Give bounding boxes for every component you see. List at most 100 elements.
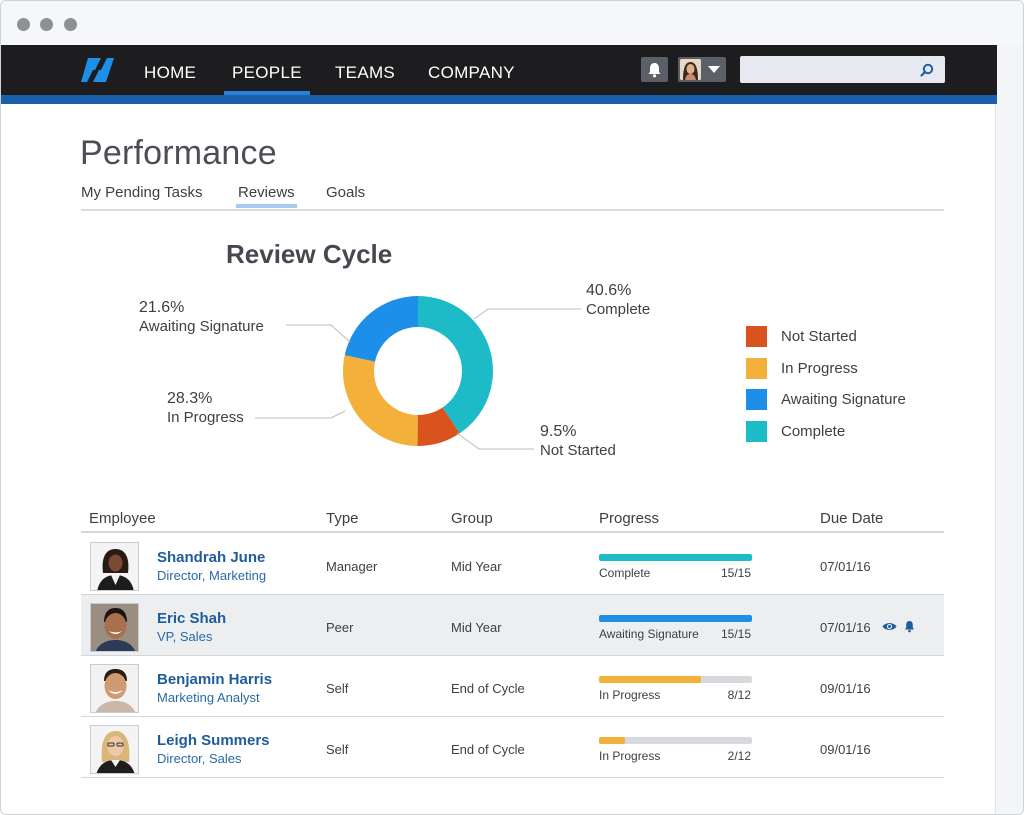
progress-bar	[599, 615, 752, 622]
scrollbar-track[interactable]	[995, 45, 1023, 814]
review-group: Mid Year	[451, 620, 502, 635]
legend-swatch	[746, 389, 767, 410]
slice-name: Complete	[586, 301, 651, 318]
chart-title: Review Cycle	[226, 239, 393, 269]
column-header-group[interactable]: Group	[451, 510, 493, 527]
page-title: Performance	[80, 134, 277, 172]
slice-percent: 9.5%	[540, 423, 577, 440]
progress-count: 8/12	[727, 688, 751, 702]
window-titlebar	[1, 1, 1023, 45]
progress-bar-fill	[599, 676, 702, 683]
tab-my-pending-tasks[interactable]: My Pending Tasks	[81, 184, 203, 201]
slice-label-complete: 40.6% Complete	[586, 281, 650, 319]
window-maximize-dot[interactable]	[64, 18, 77, 31]
table-header-divider	[81, 531, 944, 533]
column-header-type[interactable]: Type	[326, 510, 359, 527]
legend-item-awaiting-signature: Awaiting Signature	[746, 389, 966, 411]
notifications-button[interactable]	[641, 57, 668, 82]
column-header-employee[interactable]: Employee	[89, 510, 156, 527]
progress-status: In Progress	[599, 688, 661, 702]
legend-item-not-started: Not Started	[746, 326, 966, 348]
column-header-progress[interactable]: Progress	[599, 510, 660, 527]
legend-label: Awaiting Signature	[781, 391, 906, 408]
user-avatar	[680, 59, 701, 80]
slice-label-in-progress: 28.3% In Progress	[167, 389, 244, 427]
nav-teams[interactable]: TEAMS	[335, 63, 396, 82]
employee-title: Director, Marketing	[157, 568, 267, 583]
nav-home[interactable]: HOME	[144, 63, 197, 82]
review-group: End of Cycle	[451, 681, 525, 696]
review-type: Peer	[326, 620, 354, 635]
slice-percent: 21.6%	[139, 299, 185, 316]
due-date: 07/01/16	[820, 559, 871, 574]
donut-slice-in-progress	[343, 355, 418, 446]
nav-people[interactable]: PEOPLE	[224, 45, 310, 95]
table-row[interactable]: Eric Shah VP, Sales Peer Mid Year Awaiti…	[81, 595, 944, 656]
legend-swatch	[746, 326, 767, 347]
review-type: Manager	[326, 559, 378, 574]
progress-bar	[599, 554, 752, 561]
user-menu-button[interactable]	[678, 57, 726, 82]
progress-count: 15/15	[720, 627, 751, 641]
review-cycle-donut-chart	[343, 296, 493, 446]
tabs-divider	[81, 209, 944, 211]
slice-percent: 28.3%	[167, 390, 213, 407]
employee-title: Director, Sales	[157, 751, 242, 766]
slice-name: In Progress	[167, 409, 244, 426]
table-row[interactable]: Benjamin Harris Marketing Analyst Self E…	[81, 656, 944, 717]
employee-photo-image	[91, 604, 138, 651]
column-header-due-date[interactable]: Due Date	[820, 510, 884, 527]
search-input[interactable]	[740, 56, 945, 83]
due-date: 07/01/16	[820, 620, 871, 635]
bell-icon	[648, 63, 661, 78]
employee-name-link[interactable]: Eric Shah	[157, 610, 227, 627]
donut-slice-not-started	[417, 407, 460, 446]
nav-accent-stripe	[1, 95, 997, 104]
employee-photo	[90, 664, 139, 713]
search-icon[interactable]	[919, 62, 935, 78]
employee-name-link[interactable]: Benjamin Harris	[157, 671, 273, 688]
table-row[interactable]: Shandrah June Director, Marketing Manage…	[81, 534, 944, 595]
review-group: Mid Year	[451, 559, 502, 574]
tab-goals[interactable]: Goals	[326, 184, 366, 201]
employee-photo-image	[91, 726, 138, 773]
legend-label: In Progress	[781, 360, 858, 377]
review-group: End of Cycle	[451, 742, 525, 757]
progress-status: In Progress	[599, 749, 661, 763]
review-type: Self	[326, 742, 349, 757]
chevron-down-icon	[708, 66, 720, 73]
employee-photo	[90, 725, 139, 774]
nav-company[interactable]: COMPANY	[428, 63, 515, 82]
legend-item-complete: Complete	[746, 421, 966, 443]
progress-bar-fill	[599, 615, 752, 622]
employee-name-link[interactable]: Leigh Summers	[157, 732, 270, 749]
slice-label-not-started: 9.5% Not Started	[540, 422, 616, 460]
employee-photo-image	[91, 665, 138, 712]
employee-title: Marketing Analyst	[157, 690, 260, 705]
eye-icon[interactable]	[882, 620, 897, 633]
user-avatar-photo	[680, 59, 701, 80]
progress-count: 2/12	[727, 749, 751, 763]
bell-icon[interactable]	[902, 620, 917, 633]
table-row[interactable]: Leigh Summers Director, Sales Self End o…	[81, 717, 944, 778]
review-type: Self	[326, 681, 349, 696]
progress-bar-fill	[599, 554, 752, 561]
window-close-dot[interactable]	[17, 18, 30, 31]
slice-percent: 40.6%	[586, 282, 632, 299]
employee-title: VP, Sales	[157, 629, 213, 644]
progress-bar	[599, 737, 752, 744]
window-minimize-dot[interactable]	[40, 18, 53, 31]
slice-label-awaiting-signature: 21.6% Awaiting Signature	[139, 298, 264, 336]
slice-name: Not Started	[540, 442, 616, 459]
company-logo-icon[interactable]	[81, 55, 115, 85]
progress-count: 15/15	[720, 566, 751, 580]
legend-swatch	[746, 421, 767, 442]
due-date: 09/01/16	[820, 681, 871, 696]
due-date: 09/01/16	[820, 742, 871, 757]
progress-bar	[599, 676, 752, 683]
progress-status: Complete	[599, 566, 651, 580]
progress-status: Awaiting Signature	[599, 627, 699, 641]
tab-reviews[interactable]: Reviews	[236, 184, 297, 208]
employee-photo	[90, 603, 139, 652]
employee-name-link[interactable]: Shandrah June	[157, 549, 266, 566]
